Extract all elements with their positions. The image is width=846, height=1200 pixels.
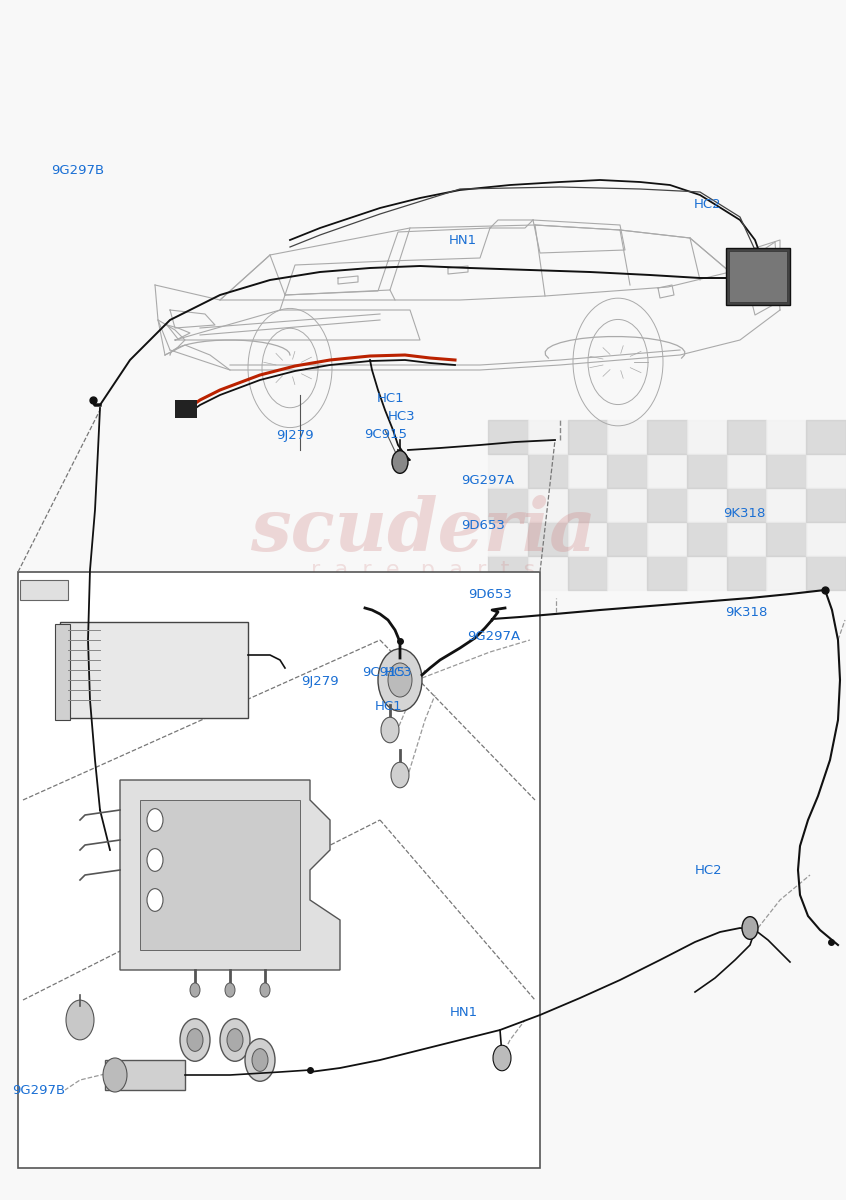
- Bar: [528, 556, 568, 590]
- Circle shape: [180, 1019, 210, 1061]
- Text: 9G297B: 9G297B: [12, 1084, 65, 1097]
- Circle shape: [388, 662, 412, 697]
- Bar: [568, 522, 607, 556]
- Circle shape: [147, 889, 163, 911]
- Circle shape: [227, 1028, 243, 1051]
- Text: HC2: HC2: [694, 198, 722, 210]
- Bar: [55, 624, 70, 720]
- Bar: [806, 488, 846, 522]
- Bar: [568, 420, 607, 454]
- Bar: [727, 556, 766, 590]
- Text: scuderia: scuderia: [250, 494, 596, 565]
- Bar: [727, 522, 766, 556]
- Text: 9J279: 9J279: [276, 428, 314, 442]
- Bar: [175, 400, 197, 418]
- Bar: [607, 522, 647, 556]
- Bar: [687, 522, 727, 556]
- Bar: [647, 454, 687, 488]
- Bar: [647, 556, 687, 590]
- Bar: [607, 454, 647, 488]
- Bar: [607, 420, 647, 454]
- Bar: [806, 420, 846, 454]
- Bar: [20, 580, 68, 600]
- Bar: [806, 522, 846, 556]
- Text: HC2: HC2: [695, 864, 722, 876]
- Text: 9J279: 9J279: [301, 676, 338, 688]
- Text: HC3: HC3: [388, 409, 415, 422]
- Bar: [687, 454, 727, 488]
- Text: HC1: HC1: [375, 700, 403, 713]
- Bar: [766, 556, 806, 590]
- Bar: [488, 420, 528, 454]
- Circle shape: [147, 848, 163, 871]
- Bar: [488, 556, 528, 590]
- Bar: [727, 454, 766, 488]
- Circle shape: [378, 649, 422, 712]
- Bar: [528, 454, 568, 488]
- Bar: [607, 556, 647, 590]
- Bar: [568, 488, 607, 522]
- Circle shape: [252, 1049, 268, 1072]
- Circle shape: [220, 1019, 250, 1061]
- Bar: [647, 522, 687, 556]
- Bar: [729, 251, 787, 302]
- Bar: [140, 800, 300, 950]
- Bar: [528, 488, 568, 522]
- Bar: [607, 488, 647, 522]
- Text: 9D653: 9D653: [468, 588, 512, 601]
- Bar: [60, 622, 248, 718]
- Text: HN1: HN1: [450, 1007, 478, 1020]
- Text: r  a  r  e   p  a  r  t  s: r a r e p a r t s: [310, 560, 536, 580]
- Text: HC3: HC3: [385, 666, 413, 678]
- Text: 9C915: 9C915: [362, 666, 405, 679]
- Bar: [528, 522, 568, 556]
- Text: 9G297A: 9G297A: [461, 474, 514, 486]
- Text: HC1: HC1: [376, 392, 404, 404]
- Bar: [766, 454, 806, 488]
- Bar: [687, 556, 727, 590]
- Circle shape: [392, 451, 408, 473]
- Bar: [806, 454, 846, 488]
- Bar: [488, 488, 528, 522]
- Bar: [568, 556, 607, 590]
- Bar: [105, 1060, 185, 1090]
- Bar: [687, 488, 727, 522]
- Bar: [687, 420, 727, 454]
- Circle shape: [187, 1028, 203, 1051]
- Circle shape: [225, 983, 235, 997]
- Circle shape: [260, 983, 270, 997]
- Circle shape: [103, 1058, 127, 1092]
- Text: 9D653: 9D653: [461, 520, 505, 532]
- Bar: [766, 522, 806, 556]
- Text: 9G297B: 9G297B: [51, 164, 104, 176]
- Circle shape: [190, 983, 200, 997]
- Circle shape: [147, 809, 163, 832]
- Circle shape: [742, 917, 758, 940]
- Circle shape: [66, 1000, 94, 1040]
- Text: 9G297A: 9G297A: [467, 630, 520, 642]
- Bar: [727, 488, 766, 522]
- Circle shape: [381, 718, 399, 743]
- Bar: [727, 420, 766, 454]
- Circle shape: [493, 1045, 511, 1070]
- Bar: [568, 454, 607, 488]
- Bar: [766, 488, 806, 522]
- Bar: [647, 420, 687, 454]
- Bar: [488, 522, 528, 556]
- Text: 9K318: 9K318: [725, 606, 767, 618]
- Text: 9C915: 9C915: [364, 428, 407, 440]
- Bar: [806, 556, 846, 590]
- Text: HN1: HN1: [448, 234, 476, 246]
- Bar: [18, 572, 540, 1168]
- Circle shape: [391, 762, 409, 787]
- Bar: [766, 420, 806, 454]
- Bar: [726, 248, 790, 305]
- Bar: [528, 420, 568, 454]
- Bar: [488, 454, 528, 488]
- Polygon shape: [120, 780, 340, 970]
- Circle shape: [245, 1039, 275, 1081]
- Bar: [647, 488, 687, 522]
- Text: 9K318: 9K318: [723, 508, 766, 520]
